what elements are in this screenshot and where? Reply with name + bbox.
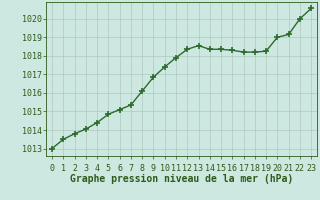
- X-axis label: Graphe pression niveau de la mer (hPa): Graphe pression niveau de la mer (hPa): [70, 174, 293, 184]
